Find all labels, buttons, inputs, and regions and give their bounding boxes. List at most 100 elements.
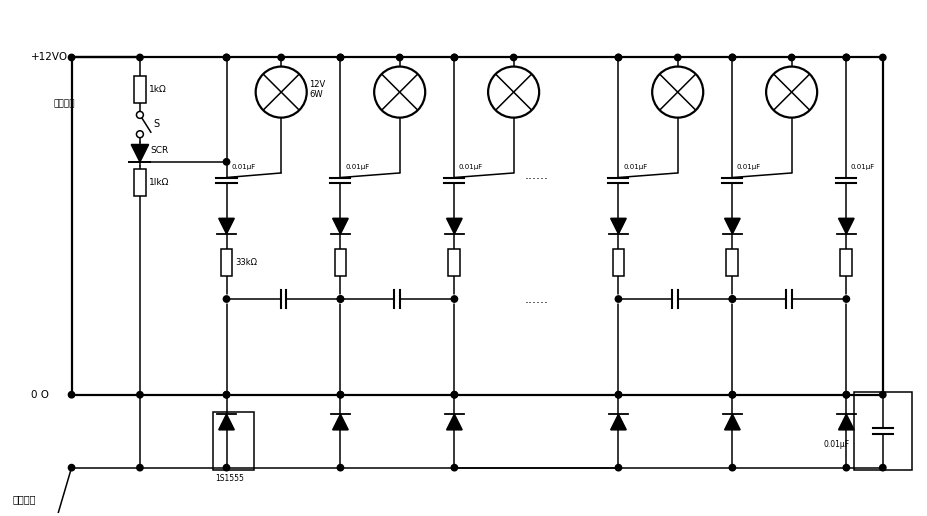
Circle shape <box>844 54 849 61</box>
Text: 1S1555: 1S1555 <box>216 474 245 483</box>
Circle shape <box>136 392 143 398</box>
Circle shape <box>451 296 458 302</box>
Text: 0.01μF: 0.01μF <box>623 164 647 170</box>
Polygon shape <box>333 414 349 430</box>
Text: 33kΩ: 33kΩ <box>235 258 258 267</box>
Circle shape <box>880 464 886 471</box>
Polygon shape <box>447 414 463 430</box>
Circle shape <box>844 392 849 398</box>
Circle shape <box>50 514 57 516</box>
Polygon shape <box>219 414 235 430</box>
Circle shape <box>223 54 230 61</box>
Polygon shape <box>611 218 627 234</box>
Circle shape <box>256 67 307 118</box>
Circle shape <box>730 296 736 302</box>
Text: S: S <box>154 119 159 129</box>
Circle shape <box>223 158 230 165</box>
Circle shape <box>766 67 818 118</box>
Circle shape <box>69 464 75 471</box>
Circle shape <box>337 464 344 471</box>
Polygon shape <box>333 218 349 234</box>
Circle shape <box>223 464 230 471</box>
Bar <box>335 249 347 276</box>
Text: 1kΩ: 1kΩ <box>149 85 167 94</box>
Circle shape <box>397 54 403 61</box>
Text: 0 O: 0 O <box>31 390 48 400</box>
Text: 0.01μF: 0.01μF <box>345 164 369 170</box>
Text: ......: ...... <box>525 293 549 305</box>
Circle shape <box>223 392 230 398</box>
Circle shape <box>616 54 622 61</box>
Circle shape <box>223 392 230 398</box>
Circle shape <box>730 392 736 398</box>
Circle shape <box>730 392 736 398</box>
Circle shape <box>69 392 75 398</box>
Bar <box>613 249 625 276</box>
Circle shape <box>730 464 736 471</box>
Circle shape <box>337 392 344 398</box>
Circle shape <box>451 464 458 471</box>
Circle shape <box>337 54 344 61</box>
Circle shape <box>675 54 681 61</box>
Text: 0.01μF: 0.01μF <box>823 440 850 449</box>
Circle shape <box>278 54 285 61</box>
Polygon shape <box>219 218 235 234</box>
Circle shape <box>337 392 344 398</box>
Text: 0.01μF: 0.01μF <box>459 164 483 170</box>
Bar <box>134 169 146 197</box>
Circle shape <box>730 54 736 61</box>
Bar <box>727 249 738 276</box>
Circle shape <box>337 54 344 61</box>
Polygon shape <box>725 218 740 234</box>
Polygon shape <box>132 144 148 162</box>
Circle shape <box>880 54 886 61</box>
Text: 0.01μF: 0.01μF <box>851 164 875 170</box>
Circle shape <box>844 296 849 302</box>
Circle shape <box>616 296 622 302</box>
Circle shape <box>451 54 458 61</box>
Bar <box>221 249 233 276</box>
Circle shape <box>375 67 425 118</box>
Bar <box>841 249 852 276</box>
Circle shape <box>337 296 344 302</box>
Circle shape <box>653 67 704 118</box>
Text: 0.01μF: 0.01μF <box>737 164 761 170</box>
Circle shape <box>730 54 736 61</box>
Bar <box>213 412 254 471</box>
Text: 12V
6W: 12V 6W <box>310 79 325 99</box>
Circle shape <box>616 392 622 398</box>
Text: 触发输入: 触发输入 <box>12 494 36 505</box>
Circle shape <box>789 54 794 61</box>
Polygon shape <box>725 414 740 430</box>
Circle shape <box>69 54 75 61</box>
Text: 1lkΩ: 1lkΩ <box>149 179 170 187</box>
Circle shape <box>730 296 736 302</box>
Circle shape <box>511 54 517 61</box>
Circle shape <box>844 392 849 398</box>
Circle shape <box>451 54 458 61</box>
Text: SCR: SCR <box>151 146 169 155</box>
Polygon shape <box>839 414 854 430</box>
Circle shape <box>844 54 849 61</box>
Circle shape <box>136 131 144 138</box>
Text: 启动开关: 启动开关 <box>54 100 75 108</box>
Circle shape <box>223 296 230 302</box>
Circle shape <box>616 54 622 61</box>
Circle shape <box>136 54 143 61</box>
Circle shape <box>616 392 622 398</box>
Polygon shape <box>611 414 627 430</box>
Circle shape <box>616 464 622 471</box>
Polygon shape <box>447 218 463 234</box>
Bar <box>134 76 146 103</box>
Circle shape <box>489 67 540 118</box>
Bar <box>854 392 912 471</box>
Text: ......: ...... <box>525 169 549 183</box>
Circle shape <box>337 296 344 302</box>
Text: +12VO: +12VO <box>31 53 68 62</box>
Polygon shape <box>839 218 854 234</box>
Circle shape <box>451 392 458 398</box>
Circle shape <box>223 54 230 61</box>
Circle shape <box>844 464 849 471</box>
Circle shape <box>136 464 143 471</box>
Circle shape <box>451 392 458 398</box>
